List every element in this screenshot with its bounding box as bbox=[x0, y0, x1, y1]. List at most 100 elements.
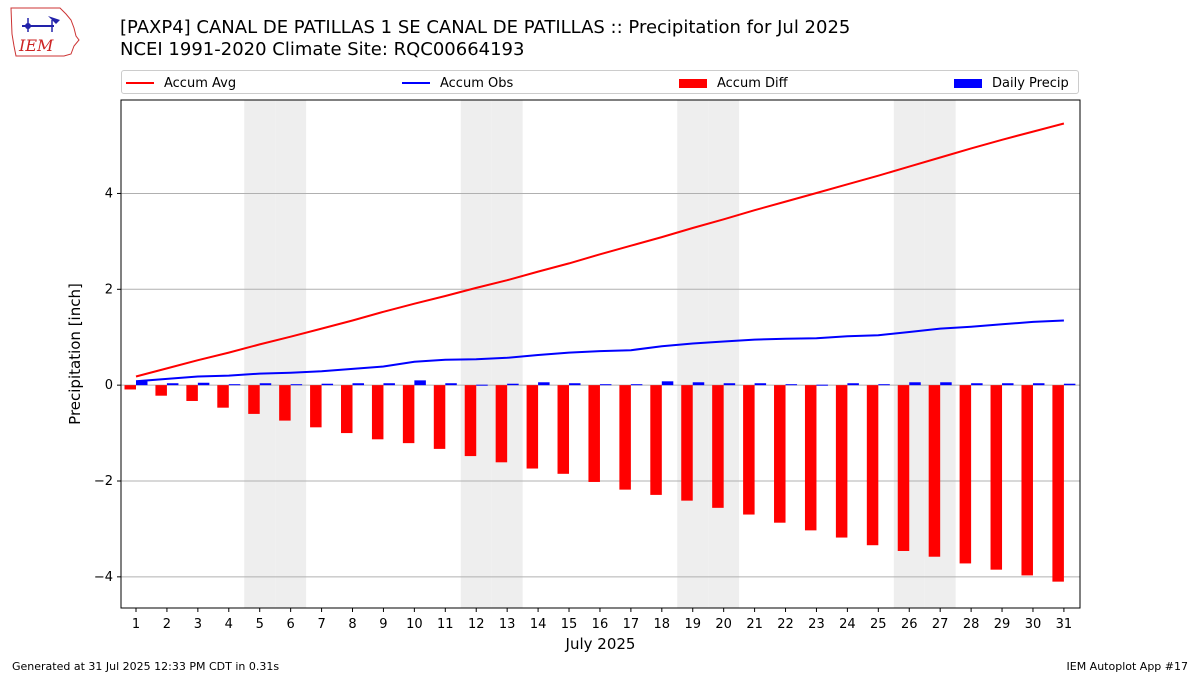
x-tick-label: 21 bbox=[746, 617, 763, 632]
accum-diff-bar bbox=[835, 385, 848, 538]
x-tick-label: 7 bbox=[317, 617, 325, 632]
x-tick-label: 2 bbox=[163, 617, 171, 632]
accum-diff-bar bbox=[959, 385, 972, 564]
legend-label-accum-avg: Accum Avg bbox=[164, 75, 237, 91]
accum-diff-bar bbox=[588, 385, 600, 482]
y-tick-label: −4 bbox=[94, 570, 113, 585]
accum-diff-bar bbox=[990, 385, 1003, 570]
y-tick-label: −2 bbox=[94, 474, 113, 489]
accum-diff-bar bbox=[279, 385, 291, 421]
daily-precip-bar bbox=[940, 382, 952, 386]
accum-diff-bar bbox=[155, 385, 167, 396]
x-tick-label: 9 bbox=[379, 617, 387, 632]
y-tick-label: 0 bbox=[105, 378, 113, 393]
legend-item-accum-diff: Accum Diff bbox=[679, 74, 788, 92]
x-tick-label: 16 bbox=[592, 617, 609, 632]
accum-diff-bar bbox=[650, 385, 662, 495]
x-tick-label: 1 bbox=[132, 617, 140, 632]
daily-precip-bar bbox=[197, 382, 210, 386]
daily-precip-bar bbox=[1002, 383, 1014, 386]
x-tick-label: 11 bbox=[437, 617, 454, 632]
daily-precip-bar bbox=[290, 384, 303, 386]
daily-precip-bar bbox=[414, 380, 426, 386]
legend-label-accum-diff: Accum Diff bbox=[717, 75, 788, 91]
accum-diff-bar bbox=[619, 385, 631, 490]
svg-text:IEM: IEM bbox=[18, 36, 54, 55]
x-tick-label: 23 bbox=[808, 617, 825, 632]
accum-diff-bar bbox=[681, 385, 693, 501]
accum-diff-bar bbox=[557, 385, 570, 474]
weekend-band bbox=[491, 100, 523, 608]
x-tick-label: 12 bbox=[468, 617, 485, 632]
x-tick-label: 28 bbox=[963, 617, 980, 632]
x-tick-label: 20 bbox=[715, 617, 732, 632]
x-tick-label: 25 bbox=[870, 617, 887, 632]
accum-diff-bar bbox=[866, 385, 879, 546]
daily-precip-bar bbox=[599, 384, 612, 386]
accum-diff-bar bbox=[774, 385, 786, 523]
daily-precip-bar bbox=[259, 383, 272, 386]
iem-logo: IEM bbox=[10, 7, 80, 57]
x-tick-label: 6 bbox=[287, 617, 295, 632]
daily-precip-bar bbox=[228, 384, 241, 386]
x-tick-label: 8 bbox=[348, 617, 356, 632]
accum-diff-bar bbox=[433, 385, 446, 449]
daily-precip-bar bbox=[692, 382, 705, 386]
plot-frame bbox=[120, 99, 1081, 609]
accum-diff-bar bbox=[402, 385, 415, 444]
accum-obs-line bbox=[135, 319, 1064, 383]
accum-diff-bar bbox=[897, 385, 910, 551]
daily-precip-bar bbox=[1032, 383, 1045, 386]
accum-diff-bar bbox=[712, 385, 724, 508]
legend-item-accum-avg: Accum Avg bbox=[126, 74, 236, 92]
accum-diff-bar bbox=[804, 385, 817, 531]
daily-precip-bar bbox=[166, 383, 179, 386]
accum-diff-bar bbox=[217, 385, 229, 408]
accum-diff-bar bbox=[1021, 385, 1033, 576]
daily-precip-bar bbox=[507, 383, 519, 386]
legend-label-daily-precip: Daily Precip bbox=[992, 75, 1069, 91]
x-tick-label: 27 bbox=[932, 617, 949, 632]
daily-precip-bar bbox=[352, 383, 365, 386]
legend-swatch-accum-obs bbox=[402, 82, 430, 84]
daily-precip-bar bbox=[383, 383, 395, 386]
x-tick-label: 30 bbox=[1025, 617, 1042, 632]
daily-precip-bar bbox=[1063, 383, 1076, 386]
daily-precip-bar bbox=[630, 384, 643, 386]
daily-precip-bar bbox=[445, 383, 457, 386]
daily-precip-bar bbox=[847, 383, 859, 386]
weekend-band bbox=[460, 100, 492, 608]
weekend-band bbox=[275, 100, 307, 608]
chart-legend: Accum Avg Accum Obs Accum Diff Daily Pre… bbox=[121, 70, 1079, 94]
daily-precip-bar bbox=[909, 382, 921, 386]
y-tick-label: 4 bbox=[105, 186, 113, 201]
x-tick-label: 15 bbox=[561, 617, 578, 632]
daily-precip-bar bbox=[785, 384, 798, 386]
x-axis-label: July 2025 bbox=[565, 635, 636, 653]
daily-precip-bar bbox=[538, 382, 550, 386]
x-tick-label: 13 bbox=[499, 617, 516, 632]
x-tick-label: 24 bbox=[839, 617, 856, 632]
daily-precip-bar bbox=[476, 384, 488, 386]
x-tick-label: 10 bbox=[406, 617, 423, 632]
chart-title: [PAXP4] CANAL DE PATILLAS 1 SE CANAL DE … bbox=[120, 17, 851, 38]
daily-precip-bar bbox=[878, 384, 890, 386]
x-tick-label: 26 bbox=[901, 617, 918, 632]
accum-diff-bar bbox=[248, 385, 260, 414]
accum-diff-bar bbox=[928, 385, 941, 557]
daily-precip-bar bbox=[971, 383, 983, 386]
daily-precip-bar bbox=[569, 383, 581, 386]
x-tick-label: 31 bbox=[1056, 617, 1073, 632]
app-footer: IEM Autoplot App #17 bbox=[1066, 660, 1189, 673]
weekend-band bbox=[244, 100, 276, 608]
legend-swatch-daily-precip bbox=[954, 78, 982, 88]
accum-diff-bar bbox=[526, 385, 539, 469]
y-tick-label: 2 bbox=[105, 282, 113, 297]
x-tick-label: 29 bbox=[994, 617, 1011, 632]
x-tick-label: 17 bbox=[623, 617, 640, 632]
accum-diff-bar bbox=[124, 385, 136, 390]
accum-diff-bar bbox=[1052, 385, 1064, 582]
daily-precip-bar bbox=[754, 383, 767, 386]
accum-diff-bar bbox=[310, 385, 322, 428]
